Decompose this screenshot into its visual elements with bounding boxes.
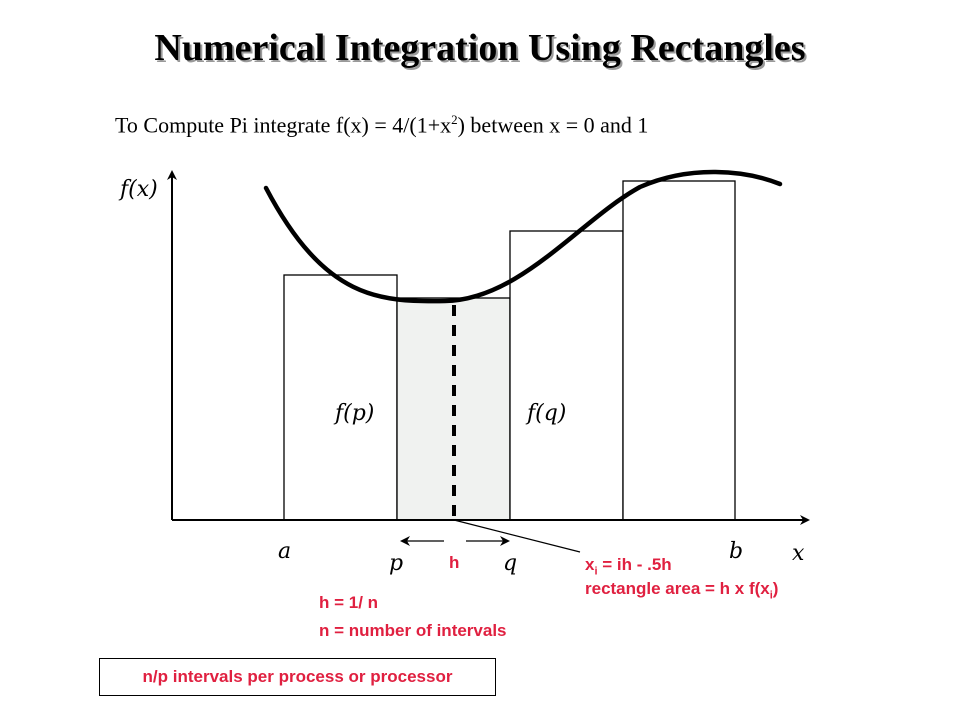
xi-prefix: x bbox=[585, 555, 595, 574]
xi-pointer-line bbox=[453, 519, 581, 553]
label-a: a bbox=[278, 539, 291, 564]
h-definition: h = 1/ n bbox=[319, 593, 379, 612]
y-axis-label: f(x) bbox=[118, 177, 158, 202]
area-prefix: rectangle area = h x f(x bbox=[585, 579, 770, 598]
process-note-text: n/p intervals per process or processor bbox=[142, 667, 453, 686]
rectangle-b bbox=[622, 180, 736, 521]
label-fq: f(q) bbox=[525, 401, 566, 426]
area-sub: i bbox=[769, 589, 773, 602]
h-label: h bbox=[449, 553, 459, 572]
label-b: b bbox=[729, 539, 743, 564]
xi-sub: i bbox=[594, 565, 598, 578]
rectangle-a bbox=[283, 274, 398, 521]
rectangle-q bbox=[509, 230, 624, 521]
subtitle-tail: ) between x = 0 and 1 bbox=[457, 112, 649, 138]
n-definition: n = number of intervals bbox=[319, 621, 507, 640]
label-fp: f(p) bbox=[333, 401, 374, 426]
area-annotation: rectangle area = h x f(xi) bbox=[585, 578, 778, 606]
subtitle-superscript: 2 bbox=[451, 112, 458, 127]
page-title: Numerical Integration Using Rectangles bbox=[154, 27, 806, 69]
area-suffix: ) bbox=[772, 579, 779, 598]
xi-rest: = ih - .5h bbox=[597, 555, 672, 574]
x-axis-label: x bbox=[792, 541, 805, 566]
subtitle-lead: To Compute Pi integrate f(x) = 4/(1+x bbox=[115, 112, 452, 138]
label-p: p bbox=[389, 551, 403, 576]
function-curve bbox=[263, 169, 783, 304]
process-note-box: n/p intervals per process or processor bbox=[99, 658, 496, 696]
label-q: q bbox=[503, 551, 517, 576]
xi-annotation: xi = ih - .5h bbox=[585, 554, 672, 582]
subtitle: To Compute Pi integrate f(x) = 4/(1+x2) … bbox=[115, 112, 648, 138]
